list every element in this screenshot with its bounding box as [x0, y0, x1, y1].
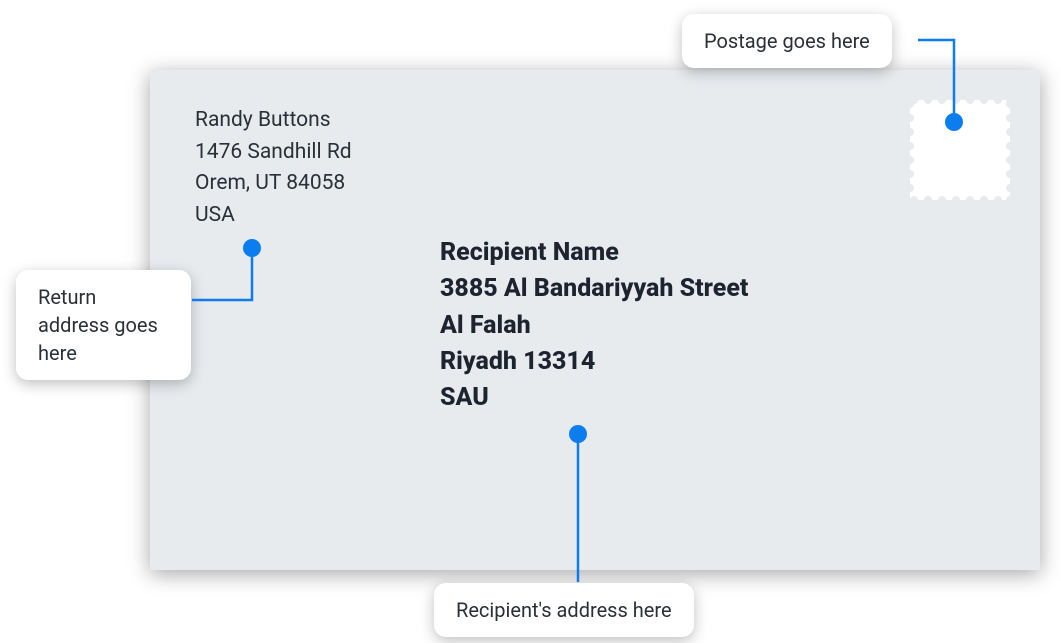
location-pin-icon: [932, 122, 988, 178]
callout-return-address: Return address goes here: [16, 270, 191, 380]
recipient-line1: 3885 Al Bandariyyah Street: [440, 271, 748, 307]
envelope: Randy Buttons 1476 Sandhill Rd Orem, UT …: [150, 70, 1040, 570]
callout-postage: Postage goes here: [682, 14, 892, 68]
recipient-line3: Riyadh 13314: [440, 344, 748, 380]
callout-return-text: Return address goes here: [38, 285, 158, 365]
return-address-block: Randy Buttons 1476 Sandhill Rd Orem, UT …: [195, 105, 352, 231]
return-name: Randy Buttons: [195, 105, 352, 137]
dot-return-address: [243, 239, 261, 257]
return-country: USA: [195, 200, 352, 232]
recipient-name: Recipient Name: [440, 235, 748, 271]
recipient-line2: Al Falah: [440, 308, 748, 344]
dot-postage: [945, 113, 963, 131]
callout-recipient-address: Recipient's address here: [434, 583, 694, 637]
callout-postage-text: Postage goes here: [704, 29, 870, 53]
recipient-address-block: Recipient Name 3885 Al Bandariyyah Stree…: [440, 235, 748, 416]
callout-recipient-text: Recipient's address here: [456, 598, 672, 622]
dot-recipient-address: [569, 425, 587, 443]
return-line1: 1476 Sandhill Rd: [195, 137, 352, 169]
recipient-country: SAU: [440, 380, 748, 416]
return-line2: Orem, UT 84058: [195, 168, 352, 200]
